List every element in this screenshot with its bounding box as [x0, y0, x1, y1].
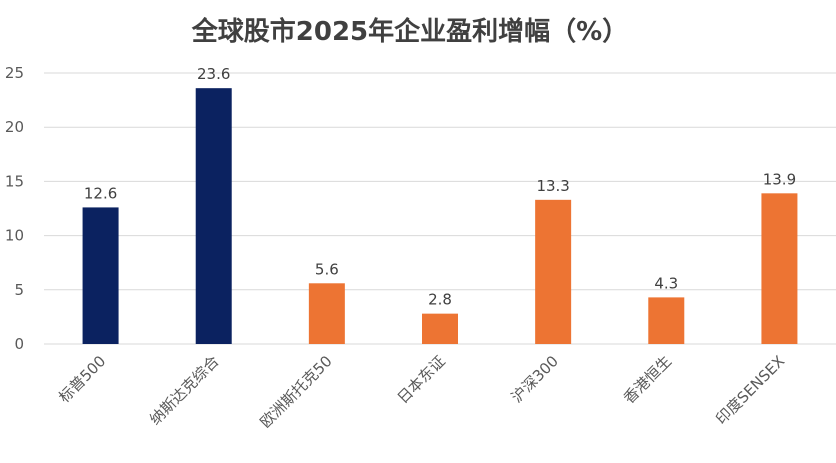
data-label: 23.6	[197, 65, 230, 83]
x-category-label: 印度SENSEX	[712, 352, 788, 428]
x-category-label: 纳斯达克综合	[146, 352, 222, 428]
bar	[195, 88, 232, 345]
bar	[648, 297, 685, 344]
data-label: 13.3	[536, 177, 569, 195]
y-tick-label: 5	[14, 281, 24, 299]
bar	[82, 207, 119, 344]
x-category-label: 香港恒生	[620, 352, 675, 407]
x-category-label: 欧洲斯托克50	[256, 352, 335, 431]
x-category-label: 日本东证	[394, 352, 449, 407]
bar	[535, 199, 572, 344]
x-category-label: 沪深300	[508, 352, 562, 406]
x-category-label: 标普500	[55, 352, 109, 406]
bar	[761, 193, 798, 344]
y-tick-label: 15	[5, 172, 24, 190]
data-label: 2.8	[428, 291, 452, 309]
y-tick-label: 20	[5, 118, 24, 136]
y-tick-label: 25	[5, 64, 24, 82]
data-label: 5.6	[315, 260, 339, 278]
bar	[308, 283, 345, 344]
data-label: 12.6	[84, 184, 117, 202]
data-label: 4.3	[654, 274, 678, 292]
data-label: 13.9	[763, 170, 796, 188]
y-tick-label: 0	[14, 335, 24, 353]
bar	[422, 313, 458, 344]
y-tick-label: 10	[5, 227, 24, 245]
chart-title: 全球股市2025年企业盈利增幅（%）	[191, 16, 628, 47]
